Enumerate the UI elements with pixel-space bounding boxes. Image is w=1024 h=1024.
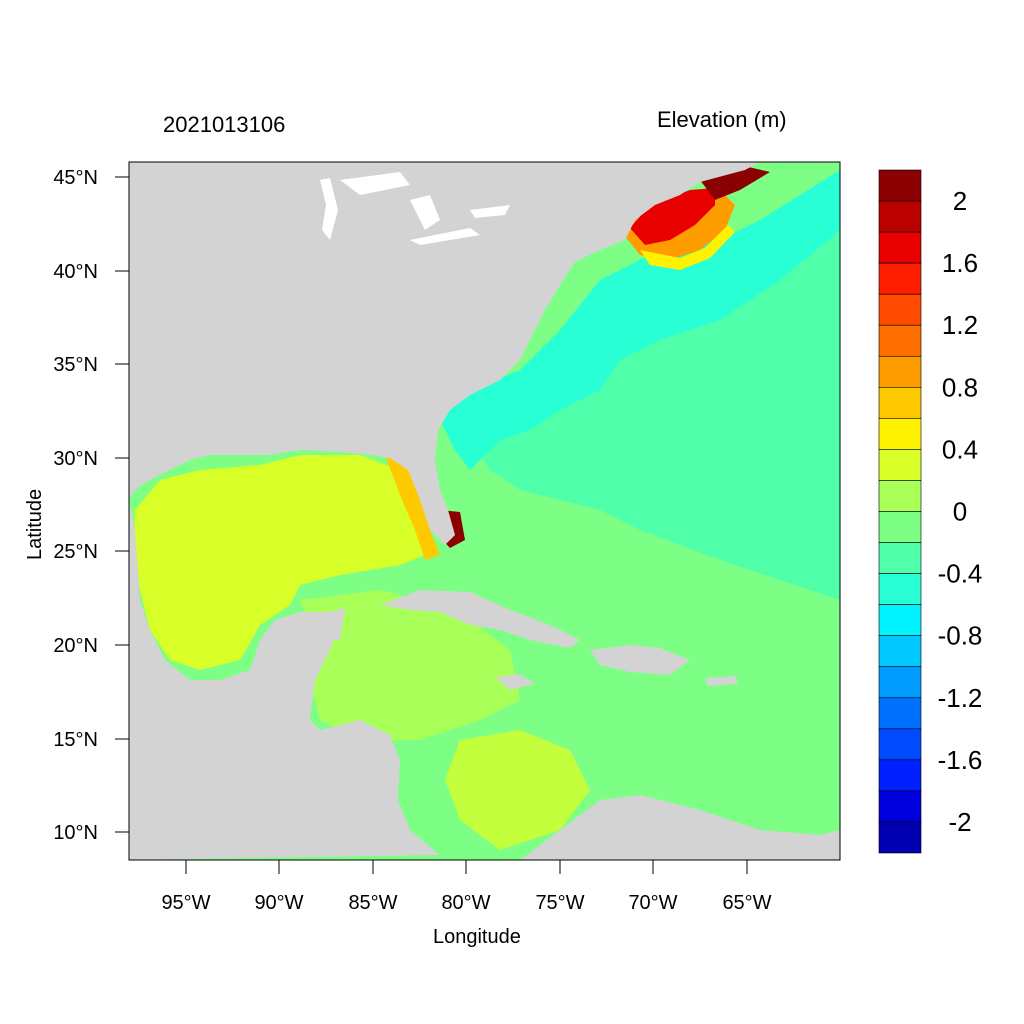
colorbar-swatch <box>878 666 922 699</box>
colorbar-swatch <box>878 169 922 202</box>
yucatan-land <box>330 608 345 640</box>
atlantic-deep-region <box>440 170 840 470</box>
x-tick-labels: 95°W 90°W 85°W 80°W 75°W 70°W 65°W <box>161 892 771 914</box>
colorbar-label: -2 <box>948 807 971 837</box>
plot-frame <box>128 161 841 861</box>
colorbar-label: 0 <box>953 497 967 527</box>
x-axis-label: Longitude <box>433 926 521 948</box>
timestamp-title: 2021013106 <box>163 112 286 137</box>
colorbar-label: 0.4 <box>942 434 978 464</box>
colorbar-label: -0.4 <box>938 559 983 589</box>
y-tick-label: 45°N <box>53 167 98 189</box>
jamaica-land <box>495 674 535 690</box>
x-tick-label: 80°W <box>441 892 490 914</box>
colorbar-labels: 2 1.6 1.2 0.8 0.4 0 -0.4 -0.8 -1.2 -1.6 -2 <box>938 186 983 837</box>
colorbar-swatch <box>878 790 922 823</box>
puerto-rico-land <box>705 676 738 686</box>
colorbar-swatch <box>878 355 922 388</box>
y-tick-label: 10°N <box>53 822 98 844</box>
y-axis <box>115 176 129 833</box>
y-tick-labels: 45°N 40°N 35°N 30°N 25°N 20°N 15°N 10°N <box>53 167 98 844</box>
colorbar-swatch <box>878 262 922 295</box>
colorbar-label: 2 <box>953 186 967 216</box>
x-tick-label: 85°W <box>348 892 397 914</box>
colombia-basin-region <box>445 730 590 850</box>
colorbar-swatch <box>878 293 922 326</box>
y-tick-label: 20°N <box>53 635 98 657</box>
colorbar-swatch <box>878 542 922 574</box>
x-tick-label: 70°W <box>628 892 677 914</box>
colorbar-swatch <box>878 697 922 730</box>
y-tick-label: 35°N <box>53 354 98 376</box>
colorbar-swatch <box>878 728 922 761</box>
surge-yellow <box>640 225 735 270</box>
hispaniola-land <box>590 645 690 675</box>
south-america-land <box>520 795 840 860</box>
x-tick-label: 75°W <box>535 892 584 914</box>
great-lakes <box>320 172 510 245</box>
gulf-region <box>135 455 425 670</box>
colorbar <box>878 169 922 854</box>
cuba-land <box>380 590 580 648</box>
map-plot-area <box>129 162 840 860</box>
colorbar-swatch <box>878 759 922 792</box>
atlantic-region <box>440 230 840 600</box>
florida-west-surge <box>385 455 440 560</box>
x-axis <box>185 860 748 874</box>
colorbar-swatch <box>878 635 922 668</box>
y-tick-label: 30°N <box>53 448 98 470</box>
colorbar-swatch <box>878 387 922 419</box>
surge-red <box>630 188 715 245</box>
colorbar-swatch <box>878 418 922 450</box>
colorbar-swatch <box>878 449 922 481</box>
colorbar-swatch <box>878 573 922 605</box>
x-tick-label: 90°W <box>254 892 303 914</box>
colorbar-swatch <box>878 511 922 543</box>
colorbar-label: 0.8 <box>942 372 978 402</box>
mexico-land <box>129 500 440 860</box>
y-tick-label: 40°N <box>53 261 98 283</box>
colorbar-swatch <box>878 324 922 357</box>
variable-title: Elevation (m) <box>657 107 787 132</box>
colorbar-label: -1.6 <box>938 745 983 775</box>
colorbar-label: -0.8 <box>938 621 983 651</box>
y-tick-label: 15°N <box>53 729 98 751</box>
colorbar-swatch <box>878 604 922 636</box>
x-tick-label: 65°W <box>722 892 771 914</box>
x-tick-label: 95°W <box>161 892 210 914</box>
colorbar-label: -1.2 <box>938 683 983 713</box>
north-america-land <box>129 162 760 545</box>
y-tick-label: 25°N <box>53 541 98 563</box>
land-masses <box>129 162 840 860</box>
colorbar-swatch <box>878 200 922 233</box>
colorbar-swatch <box>878 231 922 264</box>
colorbar-swatch <box>878 821 922 854</box>
colorbar-label: 1.6 <box>942 248 978 278</box>
caribbean-region <box>300 590 520 740</box>
colorbar-swatch <box>878 480 922 512</box>
colorbar-label: 1.2 <box>942 310 978 340</box>
